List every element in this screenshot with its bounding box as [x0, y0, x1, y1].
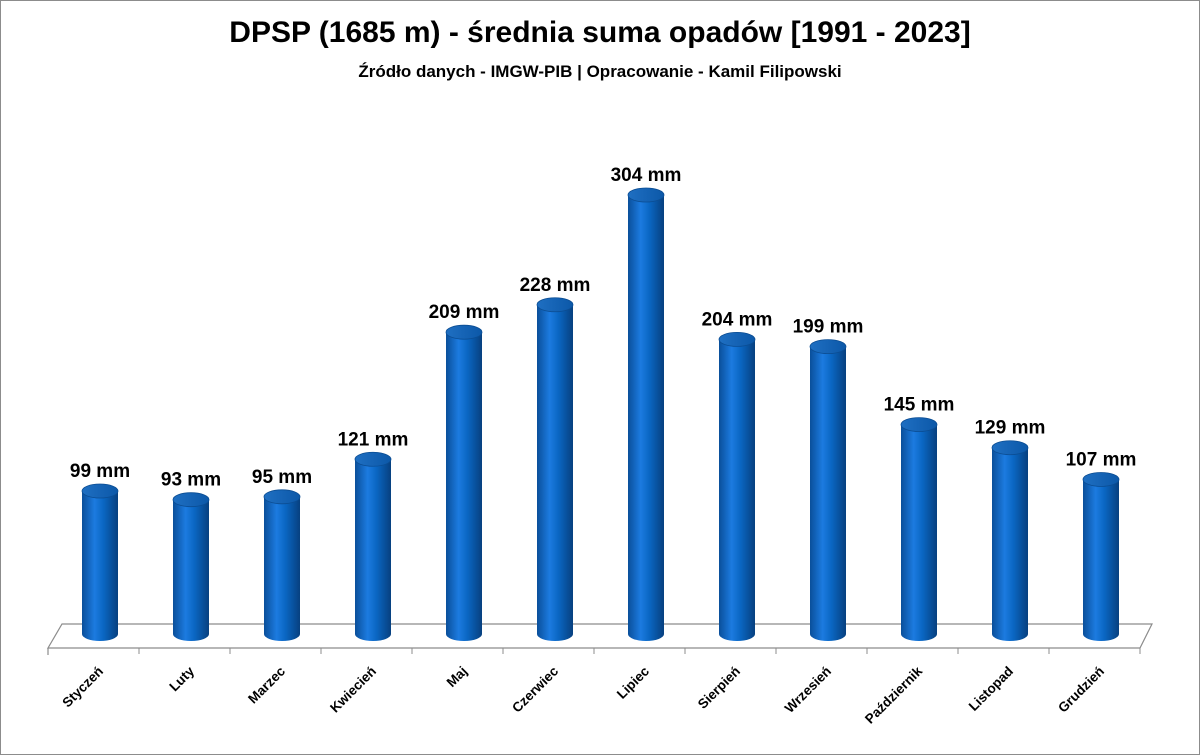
x-tick-label: Luty [166, 663, 197, 694]
x-tick-label: Maj [444, 664, 471, 691]
bar-2 [172, 492, 210, 641]
chart-subtitle: Źródło danych - IMGW-PIB | Opracowanie -… [358, 62, 842, 81]
x-tick-label: Marzec [245, 663, 288, 706]
bar-body [173, 499, 209, 641]
bar-body [810, 346, 846, 641]
data-label: 93 mm [161, 470, 221, 491]
bar-body [355, 459, 391, 641]
bar-4 [354, 451, 392, 641]
bar-1 [81, 483, 119, 641]
data-labels-group: 99 mm 93 mm 95 mm 121 mm 209 mm 228 mm 304 mm 2… [70, 165, 1136, 491]
data-label: 228 mm [520, 275, 591, 296]
data-label: 145 mm [884, 395, 955, 416]
bar-10 [900, 417, 938, 641]
bar-top-cap [991, 440, 1029, 456]
bar-body [537, 304, 573, 641]
x-tick-label: Październik [862, 663, 925, 726]
bar-5 [445, 324, 483, 641]
data-label: 204 mm [702, 309, 773, 330]
x-tick-label: Grudzień [1055, 664, 1107, 716]
bar-top-cap [445, 324, 483, 340]
data-label: 199 mm [793, 317, 864, 338]
bar-body [992, 447, 1028, 641]
x-tick-label: Sierpień [695, 664, 743, 712]
bar-12 [1082, 472, 1120, 641]
x-tick-label: Styczeń [59, 664, 106, 711]
bar-top-cap [627, 187, 665, 203]
bar-body [1083, 479, 1119, 641]
x-tick-label: Kwiecień [327, 664, 379, 716]
chart-title: DPSP (1685 m) - średnia suma opadów [199… [229, 16, 971, 49]
bar-body [446, 332, 482, 641]
data-label: 95 mm [252, 467, 312, 488]
bar-9 [809, 339, 847, 641]
x-tick-label: Lipiec [614, 663, 653, 702]
bar-top-cap [81, 483, 119, 499]
bar-body [628, 195, 664, 641]
bar-6 [536, 297, 574, 641]
bar-top-cap [172, 492, 210, 508]
bar-top-cap [900, 417, 938, 433]
data-label: 107 mm [1066, 449, 1137, 470]
floor-surface [46, 623, 1153, 649]
data-label: 121 mm [338, 429, 409, 450]
x-tick-label: Listopad [966, 664, 1016, 714]
bar-top-cap [536, 297, 574, 313]
bar-body [264, 496, 300, 641]
x-tick-label: Czerwiec [509, 663, 561, 715]
bars-group [81, 187, 1120, 641]
bar-top-cap [809, 339, 847, 355]
chart-floor [46, 623, 1153, 655]
bar-top-cap [718, 332, 756, 347]
x-tick-labels-group: Styczeń Luty Marzec Kwiecień Maj Czerwiec Lipi… [59, 663, 1107, 726]
bar-11 [991, 440, 1029, 641]
bar-body [82, 491, 118, 641]
bar-3 [263, 489, 301, 641]
bar-8 [718, 332, 756, 641]
bar-top-cap [1082, 472, 1120, 487]
bar-body [719, 339, 755, 641]
data-label: 304 mm [611, 165, 682, 186]
data-label: 209 mm [429, 302, 500, 323]
bar-top-cap [354, 451, 392, 467]
bar-body [901, 424, 937, 641]
data-label: 99 mm [70, 461, 130, 482]
bar-top-cap [263, 489, 301, 505]
data-label: 129 mm [975, 418, 1046, 439]
bar-7 [627, 187, 665, 641]
x-tick-label: Wrzesień [782, 664, 834, 716]
